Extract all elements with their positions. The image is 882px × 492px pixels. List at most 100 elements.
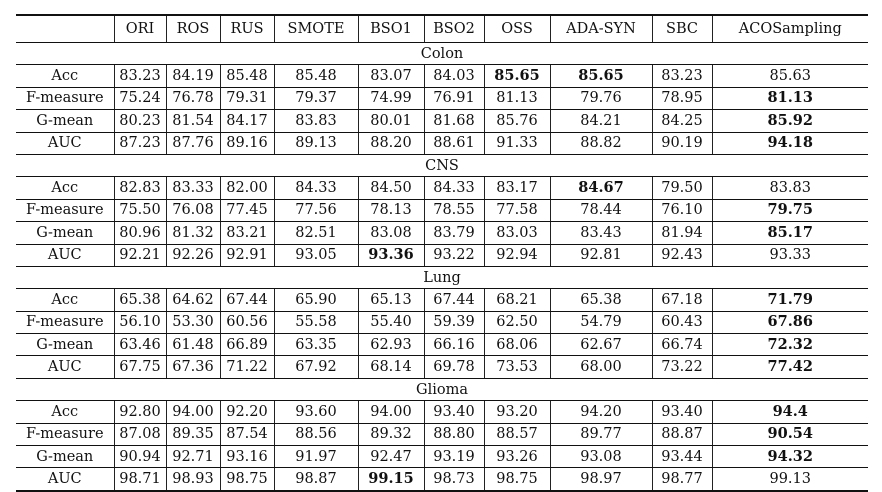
value-cell: 73.53 bbox=[483, 355, 550, 379]
value-cell: 66.16 bbox=[423, 333, 484, 357]
value-cell: 76.08 bbox=[165, 199, 220, 223]
value-cell: 75.50 bbox=[113, 199, 166, 223]
value-cell: 98.71 bbox=[113, 467, 166, 492]
value-cell: 98.75 bbox=[219, 467, 274, 492]
value-cell: 81.54 bbox=[165, 109, 220, 133]
value-cell: 63.46 bbox=[113, 333, 166, 357]
value-cell: 71.79 bbox=[711, 288, 868, 312]
metric-label: Acc bbox=[16, 400, 114, 424]
value-cell: 84.19 bbox=[165, 64, 220, 88]
value-cell: 92.21 bbox=[113, 244, 166, 267]
value-cell: 94.32 bbox=[711, 445, 868, 469]
value-cell: 68.14 bbox=[357, 355, 424, 379]
value-cell: 61.48 bbox=[165, 333, 220, 357]
value-cell: 83.33 bbox=[165, 176, 220, 200]
value-cell: 91.33 bbox=[483, 132, 550, 155]
value-cell: 83.23 bbox=[651, 64, 712, 88]
value-cell: 53.30 bbox=[165, 311, 220, 335]
value-cell: 89.16 bbox=[219, 132, 274, 155]
section-title: Glioma bbox=[16, 378, 868, 402]
value-cell: 77.56 bbox=[273, 199, 358, 223]
value-cell: 67.75 bbox=[113, 355, 166, 379]
value-cell: 82.83 bbox=[113, 176, 166, 200]
value-cell: 63.35 bbox=[273, 333, 358, 357]
value-cell: 93.33 bbox=[711, 244, 868, 267]
value-cell: 80.01 bbox=[357, 109, 424, 133]
value-cell: 62.50 bbox=[483, 311, 550, 335]
table-row: F-measure 75.50 76.08 77.45 77.56 78.13 78.55 7… bbox=[16, 199, 868, 223]
value-cell: 85.17 bbox=[711, 221, 868, 245]
value-cell: 90.19 bbox=[651, 132, 712, 155]
value-cell: 93.19 bbox=[423, 445, 484, 469]
table-row: AUC 92.21 92.26 92.91 93.05 93.36 93.22 92.94 92… bbox=[16, 244, 868, 267]
section-row: Glioma bbox=[16, 378, 868, 402]
value-cell: 65.90 bbox=[273, 288, 358, 312]
value-cell: 67.44 bbox=[423, 288, 484, 312]
value-cell: 90.54 bbox=[711, 423, 868, 447]
value-cell: 98.77 bbox=[651, 467, 712, 492]
value-cell: 92.47 bbox=[357, 445, 424, 469]
value-cell: 88.56 bbox=[273, 423, 358, 447]
value-cell: 64.62 bbox=[165, 288, 220, 312]
value-cell: 67.36 bbox=[165, 355, 220, 379]
value-cell: 78.95 bbox=[651, 87, 712, 111]
table-row: F-measure 56.10 53.30 60.56 55.58 55.40 59.39 6… bbox=[16, 311, 868, 335]
value-cell: 87.76 bbox=[165, 132, 220, 155]
value-cell: 93.40 bbox=[651, 400, 712, 424]
value-cell: 79.76 bbox=[549, 87, 652, 111]
value-cell: 98.75 bbox=[483, 467, 550, 492]
header-cell: RUS bbox=[219, 14, 274, 43]
value-cell: 88.57 bbox=[483, 423, 550, 447]
metric-label: AUC bbox=[16, 132, 114, 155]
value-cell: 84.17 bbox=[219, 109, 274, 133]
metric-label: Acc bbox=[16, 176, 114, 200]
value-cell: 94.00 bbox=[165, 400, 220, 424]
header-cell: OSS bbox=[483, 14, 550, 43]
value-cell: 93.36 bbox=[357, 244, 424, 267]
section-title: Lung bbox=[16, 266, 868, 290]
value-cell: 67.44 bbox=[219, 288, 274, 312]
header-cell: ADA-SYN bbox=[549, 14, 652, 43]
value-cell: 67.92 bbox=[273, 355, 358, 379]
value-cell: 81.13 bbox=[483, 87, 550, 111]
value-cell: 92.80 bbox=[113, 400, 166, 424]
table-row: Acc 83.23 84.19 85.48 85.48 83.07 84.03 85.65 85… bbox=[16, 64, 868, 88]
value-cell: 92.20 bbox=[219, 400, 274, 424]
section-row: Colon bbox=[16, 42, 868, 66]
value-cell: 77.45 bbox=[219, 199, 274, 223]
value-cell: 68.00 bbox=[549, 355, 652, 379]
value-cell: 79.31 bbox=[219, 87, 274, 111]
value-cell: 78.55 bbox=[423, 199, 484, 223]
value-cell: 84.25 bbox=[651, 109, 712, 133]
metric-label: F-measure bbox=[16, 87, 114, 111]
value-cell: 83.07 bbox=[357, 64, 424, 88]
value-cell: 82.00 bbox=[219, 176, 274, 200]
value-cell: 87.08 bbox=[113, 423, 166, 447]
value-cell: 93.26 bbox=[483, 445, 550, 469]
value-cell: 72.32 bbox=[711, 333, 868, 357]
value-cell: 55.58 bbox=[273, 311, 358, 335]
value-cell: 88.80 bbox=[423, 423, 484, 447]
value-cell: 98.97 bbox=[549, 467, 652, 492]
value-cell: 84.33 bbox=[273, 176, 358, 200]
value-cell: 98.93 bbox=[165, 467, 220, 492]
metric-label: AUC bbox=[16, 355, 114, 379]
value-cell: 62.93 bbox=[357, 333, 424, 357]
value-cell: 78.44 bbox=[549, 199, 652, 223]
table-body: Colon Acc 83.23 84.19 85.48 85.48 83.07 84.03 85… bbox=[16, 42, 868, 492]
value-cell: 79.37 bbox=[273, 87, 358, 111]
table-row: G-mean 80.23 81.54 84.17 83.83 80.01 81.68 85.7… bbox=[16, 109, 868, 133]
value-cell: 83.23 bbox=[113, 64, 166, 88]
section-row: CNS bbox=[16, 154, 868, 178]
metric-label: F-measure bbox=[16, 199, 114, 223]
value-cell: 89.32 bbox=[357, 423, 424, 447]
metric-label: F-measure bbox=[16, 311, 114, 335]
value-cell: 69.78 bbox=[423, 355, 484, 379]
value-cell: 88.20 bbox=[357, 132, 424, 155]
value-cell: 89.77 bbox=[549, 423, 652, 447]
value-cell: 68.21 bbox=[483, 288, 550, 312]
value-cell: 85.76 bbox=[483, 109, 550, 133]
value-cell: 77.58 bbox=[483, 199, 550, 223]
value-cell: 83.83 bbox=[273, 109, 358, 133]
value-cell: 65.38 bbox=[113, 288, 166, 312]
